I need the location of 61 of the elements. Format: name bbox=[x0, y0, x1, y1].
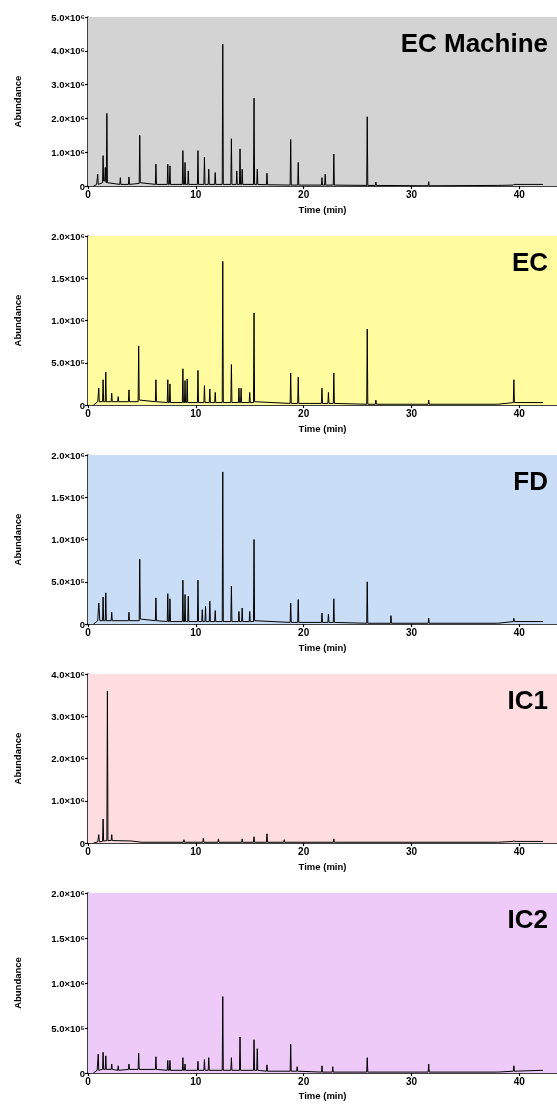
y-tick-label: 0 bbox=[79, 180, 85, 192]
y-tick-label: 2.0×10⁶ bbox=[51, 449, 85, 461]
chart-title: EC Machine bbox=[400, 28, 549, 58]
y-tick-label: 0 bbox=[79, 618, 85, 630]
y-tick-label: 4.0×10⁶ bbox=[51, 668, 85, 680]
x-tick-label: 10 bbox=[190, 1075, 202, 1087]
y-axis-title: Abundance bbox=[11, 75, 23, 128]
y-tick-label: 3.0×10⁶ bbox=[51, 710, 85, 722]
x-tick-label: 20 bbox=[298, 1075, 310, 1087]
y-tick-label: 1.5×10⁶ bbox=[51, 272, 85, 284]
x-tick-label: 20 bbox=[298, 188, 310, 200]
y-tick-label: 5.0×10⁵ bbox=[51, 576, 85, 588]
x-tick-label: 20 bbox=[298, 845, 310, 857]
chart-title: FD bbox=[513, 466, 549, 496]
x-tick-label: 30 bbox=[405, 407, 418, 419]
x-axis-title: Time (min) bbox=[298, 860, 347, 872]
y-tick-label: 2.0×10⁶ bbox=[51, 112, 85, 124]
chart-title: IC1 bbox=[507, 685, 549, 715]
y-axis-title: Abundance bbox=[11, 957, 23, 1009]
x-tick-label: 10 bbox=[190, 626, 202, 638]
y-tick-label: 0 bbox=[79, 837, 85, 849]
x-tick-label: 10 bbox=[190, 845, 202, 857]
y-tick-label: 0 bbox=[79, 399, 85, 411]
y-tick-label: 1.0×10⁶ bbox=[51, 146, 85, 158]
x-tick-label: 10 bbox=[190, 407, 202, 419]
x-axis-title: Time (min) bbox=[298, 641, 347, 653]
x-tick-label: 40 bbox=[513, 845, 526, 857]
x-tick-label: 20 bbox=[298, 407, 310, 419]
x-tick-label: 30 bbox=[405, 626, 418, 638]
x-tick-label: 30 bbox=[405, 188, 418, 200]
x-tick-label: 30 bbox=[405, 845, 418, 857]
x-tick-label: 40 bbox=[513, 407, 526, 419]
y-tick-label: 1.0×10⁶ bbox=[51, 315, 85, 327]
y-tick-label: 5.0×10⁶ bbox=[51, 11, 85, 23]
y-tick-label: 1.5×10⁶ bbox=[51, 932, 85, 944]
y-tick-label: 2.0×10⁶ bbox=[51, 887, 85, 899]
y-tick-label: 2.0×10⁶ bbox=[51, 753, 85, 765]
x-axis-title: Time (min) bbox=[298, 203, 347, 215]
chart-title: IC2 bbox=[507, 904, 549, 934]
x-tick-label: 30 bbox=[405, 1075, 418, 1087]
x-tick-label: 40 bbox=[513, 1075, 526, 1087]
chart-title: EC bbox=[511, 247, 549, 277]
y-tick-label: 1.5×10⁶ bbox=[51, 491, 85, 503]
y-axis-title: Abundance bbox=[11, 732, 23, 785]
x-tick-label: 40 bbox=[513, 188, 526, 200]
y-tick-label: 3.0×10⁶ bbox=[51, 79, 85, 91]
y-tick-label: 1.0×10⁶ bbox=[51, 795, 85, 807]
x-axis-title: Time (min) bbox=[298, 422, 347, 434]
x-tick-label: 40 bbox=[513, 626, 526, 638]
y-tick-label: 1.0×10⁶ bbox=[51, 534, 85, 546]
y-tick-label: 1.0×10⁶ bbox=[51, 977, 85, 989]
y-axis-title: Abundance bbox=[11, 513, 23, 566]
y-axis-title: Abundance bbox=[11, 294, 23, 347]
y-tick-label: 4.0×10⁶ bbox=[51, 45, 85, 57]
x-axis-title: Time (min) bbox=[298, 1090, 347, 1102]
x-tick-label: 10 bbox=[190, 188, 202, 200]
y-tick-label: 5.0×10⁵ bbox=[51, 1022, 85, 1034]
y-tick-label: 0 bbox=[79, 1067, 85, 1079]
x-tick-label: 20 bbox=[298, 626, 310, 638]
y-tick-label: 2.0×10⁶ bbox=[51, 230, 85, 242]
y-tick-label: 5.0×10⁵ bbox=[51, 357, 85, 369]
